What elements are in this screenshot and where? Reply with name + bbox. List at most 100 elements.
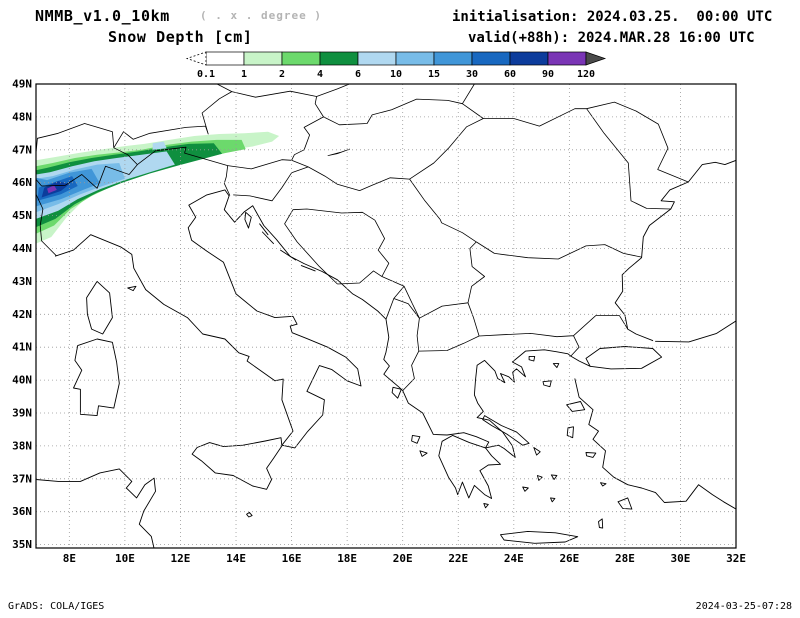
lat-tick-label: 48N	[12, 110, 32, 123]
lat-tick-label: 37N	[12, 472, 32, 485]
border-macedonia-greece	[418, 335, 480, 352]
island-malta	[246, 511, 253, 518]
island-zakynthos	[419, 450, 428, 457]
legend-tick-label: 0.1	[197, 69, 215, 80]
island-kythira	[483, 503, 489, 509]
legend-tick-label: 10	[390, 69, 402, 80]
color-legend: 0.1 1 2 4 6 10 15 30 60 90 120	[185, 51, 607, 80]
island-pag	[259, 223, 269, 236]
grads-credit: GrADS: COLA/IGES	[8, 601, 104, 612]
island-samos	[585, 452, 597, 458]
legend-tick-label: 2	[279, 69, 285, 80]
island-korcula	[300, 265, 316, 272]
legend-segment	[205, 51, 245, 66]
border-montenegro-serbia	[381, 276, 413, 320]
border-slovenia-croatia	[233, 166, 309, 202]
legend-underflow-arrow-icon	[185, 51, 207, 66]
border-czech-stubs	[216, 84, 350, 97]
island-crete	[500, 530, 579, 544]
snow-shade-band-4	[36, 151, 175, 219]
border-switzerland-west	[36, 123, 138, 187]
coastline-peloponnese	[438, 434, 501, 499]
coastline-turkey-aegean	[574, 378, 736, 510]
lat-tick-label: 38N	[12, 439, 32, 452]
lon-tick-label: 30E	[671, 552, 691, 565]
border-hungary-romania	[409, 118, 484, 180]
border-bulgaria-greece-turkey	[479, 315, 629, 357]
island-thasos	[528, 355, 536, 362]
resolution-note: ( . x . degree )	[200, 9, 322, 22]
border-austria	[113, 90, 324, 170]
coastline-dardanelles	[570, 355, 591, 367]
border-serbia-romania	[409, 178, 477, 243]
coastline-greece-north	[473, 349, 572, 458]
legend-segment	[433, 51, 473, 66]
island-kos	[600, 482, 607, 487]
creation-timestamp: 2024-03-25-07:28	[696, 601, 792, 612]
lon-tick-label: 26E	[559, 552, 579, 565]
lon-tick-label: 32E	[726, 552, 746, 565]
map-frame	[35, 83, 737, 549]
island-kefalonia	[411, 434, 421, 444]
island-hvar	[280, 249, 297, 261]
island-milos	[522, 486, 529, 492]
legend-overflow-arrow-icon	[585, 51, 607, 66]
lat-tick-label: 40N	[12, 374, 32, 387]
island-corfu	[391, 386, 402, 399]
island-corsica	[86, 280, 113, 335]
lat-tick-label: 43N	[12, 275, 32, 288]
island-rhodes	[617, 497, 633, 510]
coastline-blacksea-west	[614, 159, 736, 342]
lat-tick-label: 47N	[12, 143, 32, 156]
border-serbia-bulgaria	[467, 241, 485, 303]
legend-tick-label: 15	[428, 69, 440, 80]
legend-tick-label: 6	[355, 69, 361, 80]
lon-tick-label: 18E	[337, 552, 357, 565]
legend-segment	[471, 51, 511, 66]
legend-segment	[319, 51, 359, 66]
island-chios	[566, 426, 574, 439]
border-romania-ukraine-moldova	[462, 103, 671, 210]
legend-tick-label: 30	[466, 69, 478, 80]
coastline-blacksea-turkey	[655, 320, 736, 343]
border-slovakia-hungary	[323, 84, 475, 126]
snow-shade-max-speck	[47, 185, 57, 194]
border-albania-east	[393, 298, 420, 391]
lon-tick-label: 10E	[115, 552, 135, 565]
legend-segment	[357, 51, 397, 66]
border-alps-italy-north	[41, 146, 231, 196]
border-croatia-bosnia	[284, 208, 376, 285]
lake-balaton	[327, 148, 351, 157]
legend-segment	[509, 51, 549, 66]
island-karpathos	[598, 518, 604, 529]
island-sicily	[191, 437, 283, 490]
valid-time-label: valid(+88h): 2024.MAR.28 16:00 UTC	[468, 30, 755, 46]
legend-segment	[243, 51, 283, 66]
lat-tick-label: 42N	[12, 308, 32, 321]
island-santorini	[550, 497, 556, 503]
border-france-italy	[36, 194, 57, 256]
island-sardinia	[73, 338, 120, 417]
border-hungary-south	[291, 159, 410, 191]
lon-tick-label: 22E	[448, 552, 468, 565]
lat-tick-label: 49N	[12, 78, 32, 91]
coastline-north-africa	[36, 468, 156, 548]
lat-tick-label: 35N	[12, 538, 32, 551]
island-evia	[482, 415, 530, 446]
lon-tick-label: 20E	[393, 552, 413, 565]
legend-segment	[281, 51, 321, 66]
lon-tick-label: 8E	[63, 552, 76, 565]
lat-tick-label: 46N	[12, 176, 32, 189]
border-serbia-macedonia	[412, 302, 469, 319]
map-area	[35, 83, 737, 549]
legend-tick-label: 90	[542, 69, 554, 80]
legend-tick-label: 1	[241, 69, 247, 80]
sea-of-marmara	[585, 346, 663, 370]
island-paros	[536, 475, 543, 481]
lon-tick-label: 12E	[171, 552, 191, 565]
lat-tick-label: 45N	[12, 209, 32, 222]
island-dugi-otok	[261, 231, 274, 245]
legend-tick-label: 60	[504, 69, 516, 80]
